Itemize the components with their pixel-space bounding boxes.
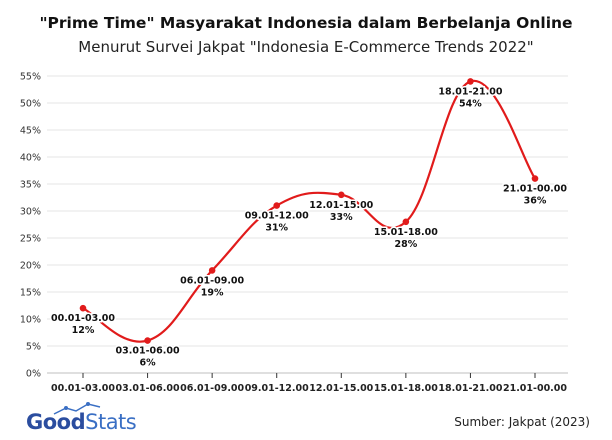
data-point: [337, 191, 345, 199]
goodstats-logo: GoodStats: [26, 402, 137, 436]
x-tick-label: 18.01-21.00: [438, 383, 502, 394]
data-label-category: 21.01-00.00: [503, 184, 567, 195]
logo-text-bold: Good: [26, 410, 86, 434]
data-point: [208, 267, 216, 274]
data-label-value: 28%: [394, 239, 417, 250]
x-tick-label: 06.01-09.00: [180, 383, 244, 394]
y-tick-label: 20%: [20, 261, 41, 272]
data-point: [467, 78, 474, 85]
data-label-value: 36%: [524, 196, 547, 207]
y-tick-label: 55%: [20, 72, 41, 83]
data-label-category: 00.01-03.00: [51, 313, 115, 324]
x-tick-label: 21.01-00.00: [503, 383, 567, 394]
source-note: Sumber: Jakpat (2023): [454, 415, 590, 429]
data-point: [273, 202, 281, 209]
data-point: [531, 175, 539, 182]
y-tick-label: 25%: [20, 234, 41, 245]
data-label-value: 6%: [140, 358, 157, 369]
x-tick-label: 03.01-06.00: [116, 383, 180, 394]
data-label-category: 09.01-12.00: [245, 211, 309, 222]
data-point: [402, 218, 410, 226]
chart-subtitle: Menurut Survei Jakpat "Indonesia E-Comme…: [78, 38, 534, 56]
data-label-category: 03.01-06.00: [116, 346, 180, 357]
data-label-value: 12%: [72, 325, 95, 336]
logo-text-light: Stats: [85, 410, 137, 434]
x-tick-label: 00.01-03.00: [51, 383, 115, 394]
data-label-category: 12.01-15.00: [309, 200, 373, 211]
x-tick-label: 09.01-12.00: [245, 383, 309, 394]
data-label-value: 33%: [330, 212, 353, 223]
y-tick-label: 40%: [20, 153, 41, 164]
x-tick-label: 12.01-15.00: [309, 383, 373, 394]
data-label-category: 15.01-18.00: [374, 227, 438, 238]
y-tick-label: 10%: [20, 315, 41, 326]
logo-trend-icon: [53, 402, 101, 415]
data-label-value: 31%: [265, 223, 288, 234]
y-tick-label: 35%: [20, 180, 41, 191]
y-tick-label: 45%: [20, 126, 41, 137]
data-point: [144, 337, 151, 344]
data-label-category: 18.01-21.00: [438, 86, 502, 97]
chart-title: "Prime Time" Masyarakat Indonesia dalam …: [39, 14, 573, 32]
x-tick-label: 15.01-18.00: [374, 383, 438, 394]
y-tick-label: 5%: [26, 342, 41, 353]
y-tick-label: 30%: [20, 207, 41, 218]
data-label-category: 06.01-09.00: [180, 275, 244, 286]
y-tick-label: 15%: [20, 288, 41, 299]
data-label-value: 19%: [201, 287, 224, 298]
y-tick-label: 0%: [26, 369, 41, 380]
data-point: [79, 304, 87, 312]
y-tick-label: 50%: [20, 99, 41, 110]
data-label-value: 54%: [459, 98, 482, 109]
